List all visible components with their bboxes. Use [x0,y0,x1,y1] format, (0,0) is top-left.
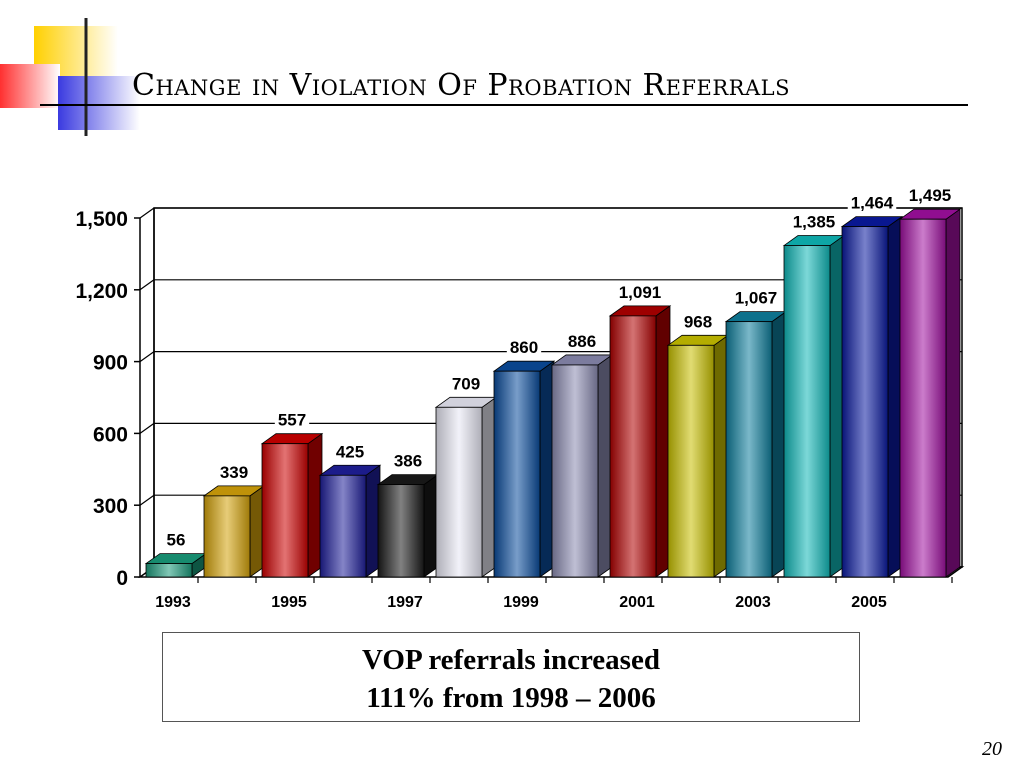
bar-2005 [840,215,904,578]
bar-front [609,315,657,578]
data-label-bg [506,337,542,358]
bar-front [667,344,715,578]
bar-1993 [144,552,208,578]
data-label: 557 [278,411,306,430]
y-tick-label: 600 [93,423,128,446]
x-tick-label: 1995 [271,594,307,611]
data-label-bg [274,409,310,430]
bar-1996 [318,464,382,578]
bar-2000 [550,354,614,578]
bar-2003 [724,310,788,578]
data-label: 56 [167,531,186,550]
data-label-bg [680,311,716,332]
x-tick-label: 2005 [851,594,887,611]
bar-front [435,406,483,578]
data-label-bg [905,185,955,206]
data-label-bg [163,529,189,550]
bar-front [203,495,251,578]
bar-front [725,321,773,578]
bar-front [377,484,425,578]
y-tick-label: 1,500 [75,208,128,231]
caption-box: VOP referrals increased 111% from 1998 –… [162,632,860,722]
slide-title: Change in Violation Of Probation Referra… [132,68,790,103]
y-tick-label: 0 [116,567,128,590]
bar-front [145,563,193,578]
data-label: 339 [220,463,248,482]
bar-front [783,245,831,578]
page-number: 20 [982,738,1002,760]
bar-front [261,443,309,578]
title-underline [40,104,968,106]
bar-front [319,474,367,578]
data-label-bg [564,330,600,351]
data-label: 1,464 [851,194,894,213]
data-label-bg [789,211,839,232]
data-label: 886 [568,332,596,351]
x-tick-label: 2003 [735,594,771,611]
bar-2006 [898,208,962,578]
bar-1999 [492,360,556,578]
blue-square [58,76,140,130]
bar-1998 [434,396,498,578]
data-label-bg [216,461,252,482]
x-tick-label: 2001 [619,594,655,611]
bar-2001 [608,305,672,578]
bar-front [551,364,599,578]
data-label: 425 [336,442,364,461]
bar-front [493,370,541,578]
decorative-squares [0,18,140,136]
bar-front [899,218,947,578]
data-label: 1,091 [619,283,662,302]
data-label: 1,495 [909,186,952,205]
data-label-bg [731,287,781,308]
data-label-bg [332,441,368,462]
bar-side [945,208,961,578]
data-label: 709 [452,374,480,393]
bar-2004 [782,234,846,578]
data-label-bg [448,373,484,394]
bar-2002 [666,334,730,578]
red-square [0,64,60,108]
data-label-bg [615,281,665,302]
caption-line-1: VOP referrals increased [362,644,660,676]
data-label-bg [390,450,426,471]
x-tick-label: 1999 [503,594,539,611]
bar-front [841,226,889,578]
bar-1997 [376,473,440,578]
data-label: 860 [510,338,538,357]
data-label: 386 [394,452,422,471]
y-tick-label: 1,200 [75,280,128,303]
y-tick-label: 300 [93,495,128,518]
data-label: 968 [684,312,712,331]
bar-chart: 0 300 600 900 1,200 1,500 56 1993 339 557 1995 425 3… [75,185,965,611]
bar-1995 [260,432,324,578]
x-tick-label: 1993 [155,594,191,611]
caption-line-2: 111% from 1998 – 2006 [366,682,656,714]
x-tick-label: 1997 [387,594,423,611]
bar-1994 [202,485,266,578]
data-label-bg [847,192,897,213]
data-label: 1,385 [793,213,836,232]
data-label: 1,067 [735,289,778,308]
y-tick-label: 900 [93,352,128,375]
